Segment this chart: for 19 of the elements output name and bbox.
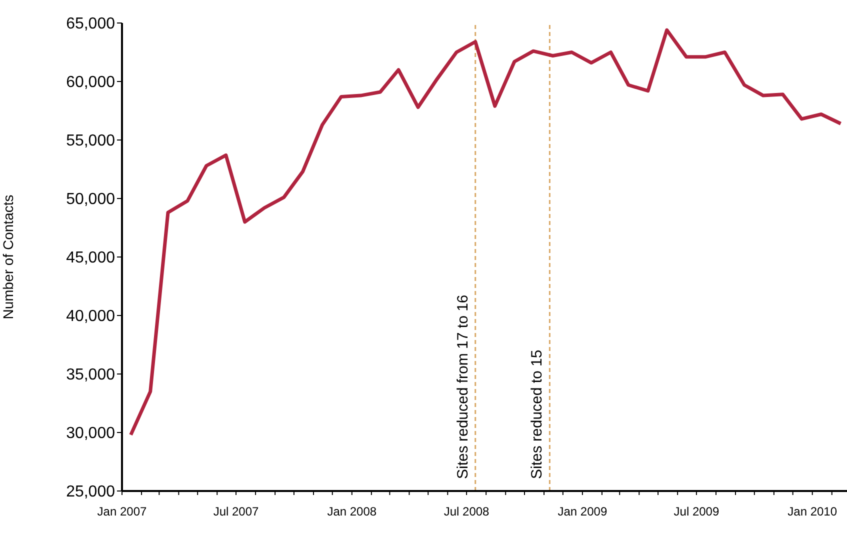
y-tick-label: 30,000 xyxy=(66,425,116,442)
y-tick-label: 60,000 xyxy=(66,74,116,92)
x-tick-label: Jan 2009 xyxy=(558,504,608,519)
y-tick-label: 35,000 xyxy=(66,366,116,384)
x-tick-label: Jul 2007 xyxy=(213,504,260,519)
ref-line-label: Sites reduced to 15 xyxy=(528,350,546,479)
x-tick-label: Jan 2008 xyxy=(327,504,377,519)
ref-line-label: Sites reduced from 17 to 16 xyxy=(454,294,472,479)
y-tick-label: 40,000 xyxy=(66,308,116,326)
y-tick-label: 45,000 xyxy=(66,250,116,267)
x-tick-label: Jan 2010 xyxy=(788,504,838,519)
x-tick-label: Jul 2009 xyxy=(674,504,720,519)
x-tick-label: Jul 2008 xyxy=(444,504,490,519)
x-tick-label: Jan 2007 xyxy=(97,504,148,519)
y-tick-label: 65,000 xyxy=(66,16,116,33)
y-tick-label: 50,000 xyxy=(66,191,116,208)
y-tick-label: 55,000 xyxy=(66,132,116,150)
y-tick-label: 25,000 xyxy=(66,484,116,501)
y-axis-title: Number of Contacts xyxy=(0,194,16,320)
